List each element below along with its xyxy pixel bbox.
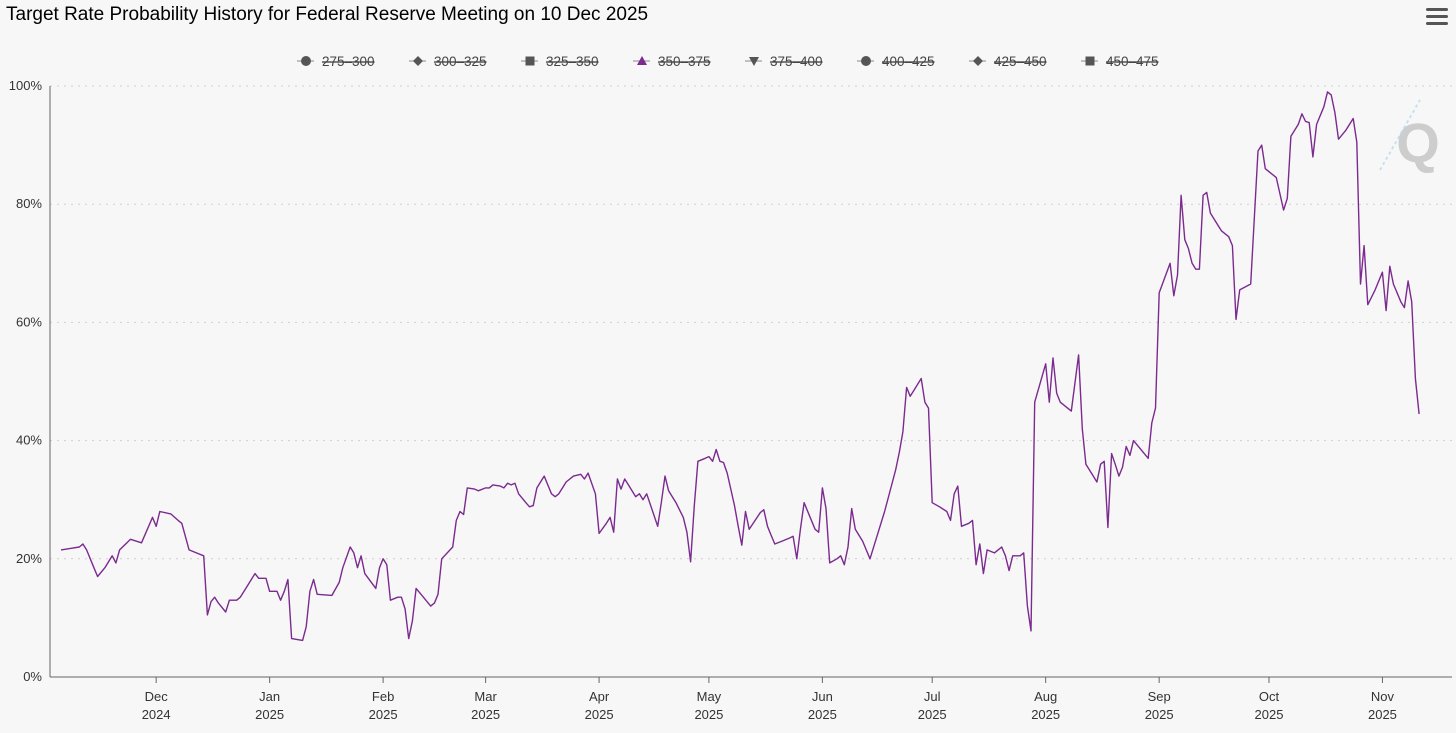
legend-marker-icon — [413, 56, 423, 66]
legend-label: 325–350 — [546, 54, 599, 69]
x-tick-month: Mar — [474, 689, 497, 704]
y-tick-label: 20% — [16, 551, 42, 566]
legend-item[interactable]: 450–475 — [1081, 54, 1159, 69]
legend-item[interactable]: 325–350 — [521, 54, 599, 69]
x-tick-year: 2025 — [694, 707, 723, 722]
x-tick-year: 2024 — [142, 707, 171, 722]
legend-item[interactable]: 300–325 — [409, 54, 487, 69]
x-tick-year: 2025 — [808, 707, 837, 722]
x-tick-month: Oct — [1259, 689, 1280, 704]
x-tick-month: Nov — [1371, 689, 1395, 704]
y-tick-label: 80% — [16, 196, 42, 211]
y-tick-label: 40% — [16, 433, 42, 448]
legend-label: 425–450 — [994, 54, 1047, 69]
chart-title: Target Rate Probability History for Fede… — [6, 4, 649, 25]
legend-label: 300–325 — [434, 54, 487, 69]
legend-marker-icon — [861, 56, 871, 66]
x-tick-year: 2025 — [1031, 707, 1060, 722]
legend-marker-icon — [1085, 56, 1095, 66]
x-tick-year: 2025 — [1145, 707, 1174, 722]
svg-text:Q: Q — [1396, 111, 1440, 174]
x-tick-month: Dec — [145, 689, 169, 704]
legend-marker-icon — [637, 56, 647, 65]
x-tick-year: 2025 — [918, 707, 947, 722]
legend-label: 450–475 — [1106, 54, 1159, 69]
legend-marker-icon — [973, 56, 983, 66]
legend-item[interactable]: 400–425 — [857, 54, 935, 69]
x-tick-month: May — [697, 689, 722, 704]
legend-item[interactable]: 425–450 — [969, 54, 1047, 69]
series-350-375 — [60, 91, 1420, 642]
legend-marker-icon — [749, 57, 759, 66]
x-axis: Dec 2024 Jan 2025 Feb 2025 Mar 2025 Apr 2025 May 20… — [50, 676, 1452, 722]
legend-item[interactable]: 350–375 — [633, 54, 711, 69]
y-axis: 0% 20% 40% 60% 80% 100% — [9, 78, 51, 684]
x-tick-year: 2025 — [369, 707, 398, 722]
legend-marker-icon — [301, 56, 311, 66]
x-tick-year: 2025 — [1368, 707, 1397, 722]
x-tick-month: Jul — [924, 689, 941, 704]
y-tick-label: 100% — [9, 78, 43, 93]
legend: 275–300 300–325 325–350 350–375 375–400 400–4… — [297, 54, 1159, 69]
legend-label: 400–425 — [882, 54, 935, 69]
series-line[interactable] — [60, 91, 1420, 642]
x-tick-month: Jun — [812, 689, 833, 704]
x-tick-month: Feb — [372, 689, 394, 704]
legend-label: 350–375 — [658, 54, 711, 69]
hamburger-menu-icon[interactable] — [1426, 8, 1448, 28]
x-tick-year: 2025 — [471, 707, 500, 722]
y-tick-label: 0% — [23, 669, 42, 684]
x-tick-month: Aug — [1034, 689, 1057, 704]
legend-item[interactable]: 375–400 — [745, 54, 823, 69]
grid-lines — [50, 85, 1452, 560]
legend-label: 375–400 — [770, 54, 823, 69]
x-tick-month: Sep — [1148, 689, 1171, 704]
legend-item[interactable]: 275–300 — [297, 54, 375, 69]
y-tick-label: 60% — [16, 314, 42, 329]
x-tick-year: 2025 — [1255, 707, 1284, 722]
x-tick-year: 2025 — [255, 707, 284, 722]
x-tick-month: Jan — [259, 689, 280, 704]
x-tick-year: 2025 — [585, 707, 614, 722]
legend-label: 275–300 — [322, 54, 375, 69]
x-tick-month: Apr — [589, 689, 610, 704]
watermark-logo: Q — [1379, 99, 1440, 174]
legend-marker-icon — [525, 56, 535, 66]
